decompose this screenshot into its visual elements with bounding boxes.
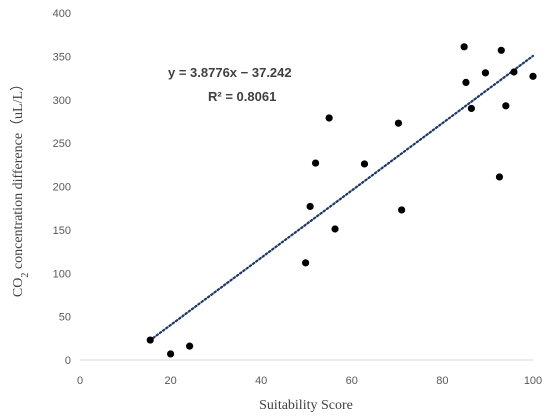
data-point bbox=[398, 206, 406, 214]
x-tick-label: 100 bbox=[524, 375, 542, 387]
y-tick-label: 350 bbox=[53, 51, 71, 63]
data-point bbox=[529, 72, 537, 80]
y-tick-label: 0 bbox=[65, 355, 71, 367]
x-tick-label: 60 bbox=[346, 375, 358, 387]
data-point bbox=[462, 78, 470, 86]
data-point bbox=[167, 350, 175, 358]
x-tick-label: 40 bbox=[255, 375, 267, 387]
data-points bbox=[146, 43, 537, 358]
y-tick-label: 400 bbox=[53, 8, 71, 20]
trendline-equation: y = 3.8776x − 37.242 bbox=[168, 65, 292, 80]
x-tick-label: 80 bbox=[436, 375, 448, 387]
data-point bbox=[306, 202, 314, 211]
data-point bbox=[497, 46, 505, 54]
x-tick-labels: 0 20 40 60 80 100 bbox=[77, 375, 542, 387]
x-axis-title: Suitability Score bbox=[259, 398, 353, 413]
y-axis-title-subscript: 2 bbox=[20, 273, 31, 278]
data-point bbox=[502, 102, 510, 110]
data-point bbox=[311, 159, 320, 167]
y-tick-labels: 0 50 100 150 200 250 300 350 400 bbox=[53, 8, 71, 367]
data-point bbox=[460, 43, 468, 51]
data-point bbox=[301, 259, 310, 267]
x-tick-label: 20 bbox=[164, 375, 176, 387]
y-tick-label: 250 bbox=[53, 138, 71, 150]
y-axis-title: CO2 concentration difference（uL/L） bbox=[10, 77, 31, 297]
data-point bbox=[495, 173, 504, 181]
y-tick-label: 50 bbox=[59, 312, 71, 324]
data-point bbox=[325, 114, 333, 122]
r-squared-label: R² = 0.8061 bbox=[208, 89, 276, 104]
y-tick-label: 150 bbox=[53, 225, 71, 237]
trendline bbox=[149, 54, 535, 342]
data-point bbox=[146, 336, 154, 344]
data-point bbox=[360, 160, 369, 168]
data-point bbox=[481, 69, 490, 77]
y-axis-title-suffix: concentration difference（uL/L） bbox=[10, 77, 26, 273]
y-tick-label: 200 bbox=[53, 182, 71, 194]
data-point bbox=[331, 225, 339, 233]
data-point bbox=[467, 104, 475, 113]
data-point bbox=[186, 342, 194, 350]
x-tick-label: 0 bbox=[77, 375, 83, 387]
y-axis-title-prefix: CO bbox=[11, 278, 26, 297]
y-tick-label: 100 bbox=[53, 268, 71, 280]
y-tick-label: 300 bbox=[53, 95, 71, 107]
data-point bbox=[510, 68, 518, 76]
data-point bbox=[394, 119, 403, 127]
